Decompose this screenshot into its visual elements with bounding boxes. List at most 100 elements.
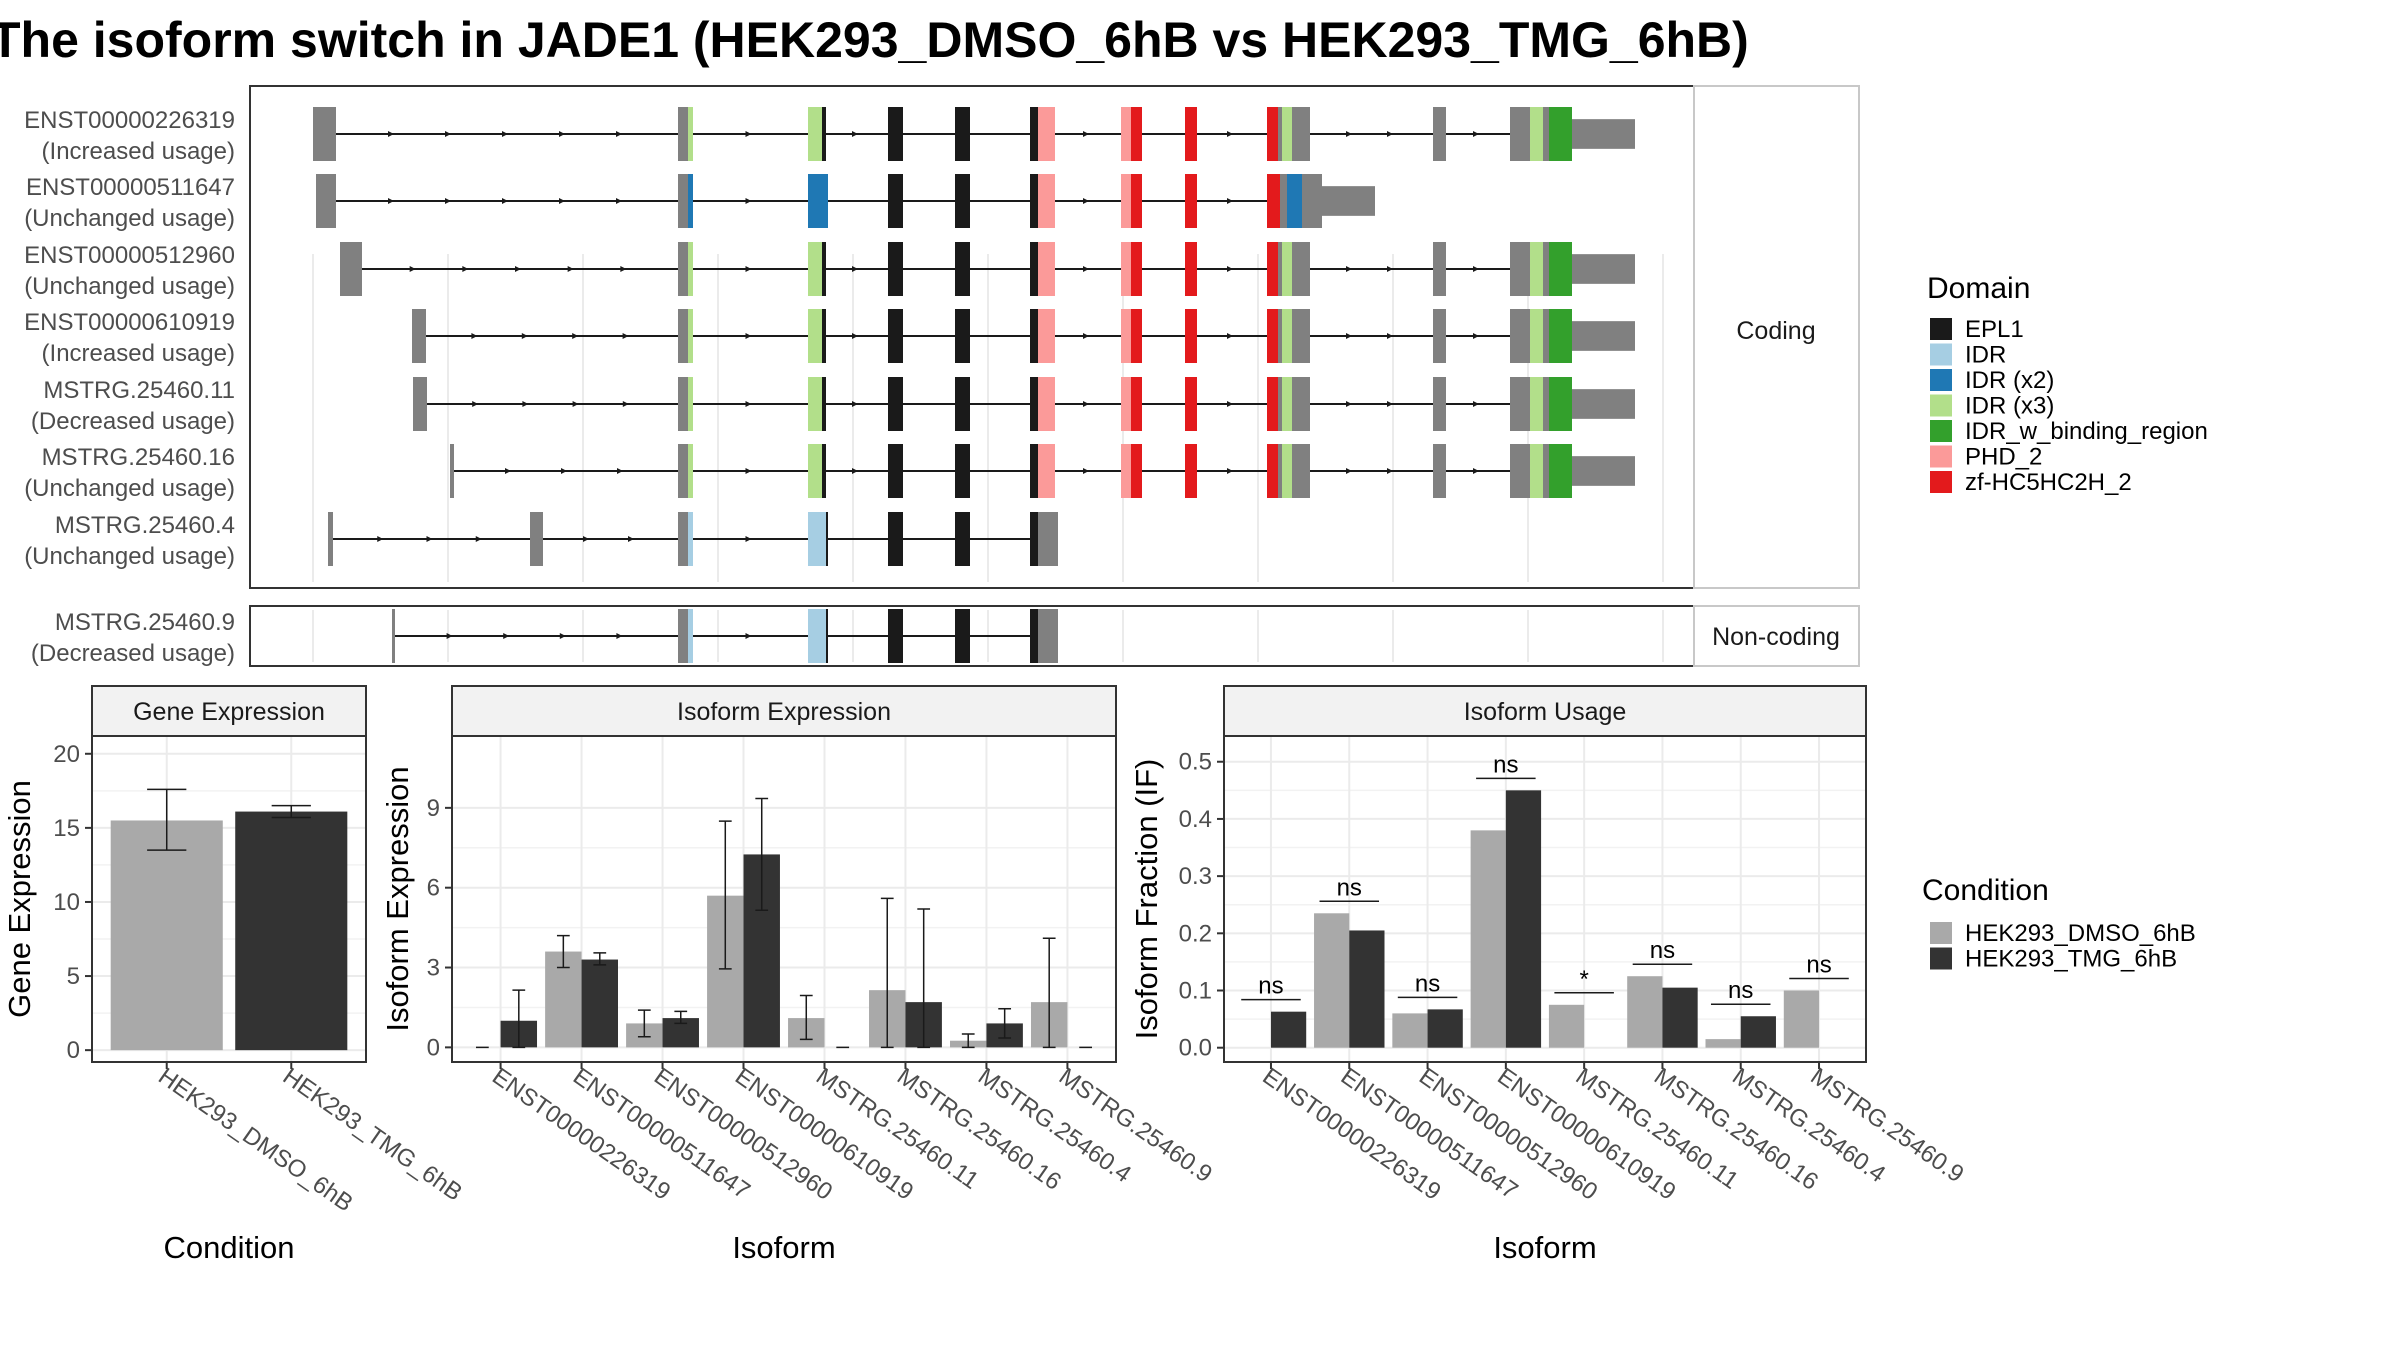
intron-arrow: [559, 198, 565, 204]
domain-segment: [888, 242, 903, 296]
intron-arrow: [620, 266, 627, 272]
intron-arrow: [1083, 266, 1089, 272]
figure-title: The isoform switch in JADE1 (HEK293_DMSO…: [0, 12, 1749, 68]
intron-arrow: [1473, 266, 1479, 272]
isoform-usage-chart: Isoform Usage 0.0 0.1 0.2 0.3 0.4 0.5 ns ns ns ns *…: [1129, 685, 1969, 1265]
domain-segment: [1131, 242, 1142, 296]
y-tick-label: 0: [427, 1034, 440, 1061]
error-bar: [799, 994, 813, 1041]
domain-segment: [955, 107, 970, 161]
domain-segment: [888, 444, 903, 498]
intron-arrow: [1346, 401, 1352, 407]
exon: [678, 174, 688, 228]
intron-arrow: [745, 266, 752, 272]
exon: [1433, 309, 1446, 363]
significance-label: ns: [1806, 952, 1831, 979]
exon: [1292, 242, 1310, 296]
significance-label: *: [1579, 966, 1588, 993]
exon: [328, 512, 333, 566]
domain-legend-swatch: [1930, 394, 1952, 417]
isoform-id-label: ENST00000610919: [24, 309, 235, 336]
intron-arrow: [745, 633, 752, 639]
exon: [412, 309, 426, 363]
domain-segment: [1030, 107, 1038, 161]
error-bar: [880, 897, 894, 1049]
intron-arrow: [1346, 266, 1352, 272]
error-bar: [593, 952, 607, 966]
chart-title: Gene Expression: [133, 698, 325, 726]
exon: [1038, 609, 1058, 663]
significance-label: ns: [1650, 937, 1675, 964]
intron-arrow: [446, 633, 453, 639]
bar: [1548, 1004, 1585, 1048]
domain-legend-label: IDR: [1965, 342, 2006, 369]
domain-segment: [808, 174, 828, 228]
bar: [1314, 913, 1350, 1048]
domain-legend-label: zf-HC5HC2H_2: [1965, 469, 2132, 496]
exon: [392, 609, 395, 663]
y-axis-title: Isoform Fraction (IF): [1129, 759, 1164, 1040]
bar: [581, 959, 618, 1048]
error-bar: [755, 797, 769, 912]
coding-strip: [1693, 85, 1860, 589]
significance-label: ns: [1258, 973, 1283, 1000]
isoform-track: [316, 174, 1375, 228]
plot-border: [451, 735, 1117, 1063]
domain-segment: [1282, 107, 1292, 161]
isoform-track: [392, 609, 1058, 663]
domain-segment: [1267, 309, 1278, 363]
exon: [1292, 309, 1310, 363]
intron-arrow: [445, 131, 451, 137]
exon: [678, 444, 688, 498]
domain-segment: [822, 309, 826, 363]
isoform-track: [413, 377, 1635, 431]
utr-segment: [1572, 389, 1635, 419]
intron-arrow: [462, 266, 469, 272]
domain-segment: [826, 609, 828, 663]
intron-arrow: [1227, 333, 1233, 339]
domain-segment: [955, 377, 970, 431]
domain-segment: [822, 377, 826, 431]
domain-segment: [1121, 107, 1131, 161]
x-axis-title: Isoform: [732, 1230, 835, 1265]
domain-segment: [688, 512, 693, 566]
y-axis-title: Gene Expression: [2, 780, 37, 1018]
domain-segment: [822, 107, 826, 161]
intron-arrow: [388, 198, 394, 204]
bar: [1627, 976, 1663, 1048]
exon: [1278, 377, 1282, 431]
domain-segment: [688, 174, 693, 228]
chart-title: Isoform Usage: [1464, 698, 1627, 726]
domain-legend-swatch: [1930, 445, 1952, 468]
x-axis-title: Condition: [164, 1230, 295, 1265]
utr-segment: [1322, 186, 1375, 216]
domain-segment: [808, 512, 826, 566]
domain-segment: [1131, 174, 1142, 228]
domain-segment: [1282, 242, 1292, 296]
domain-segment: [1530, 377, 1543, 431]
exon: [1302, 174, 1322, 228]
domain-legend-swatch: [1930, 318, 1952, 340]
domain-segment: [1549, 309, 1555, 363]
utr-segment: [1572, 456, 1635, 486]
intron-arrow: [471, 333, 478, 339]
bar: [1349, 930, 1385, 1048]
domain-segment: [888, 309, 903, 363]
y-tick-label: 6: [427, 875, 440, 902]
domain-legend-swatch: [1930, 369, 1952, 391]
intron-arrow: [1227, 131, 1233, 137]
exon: [678, 609, 688, 663]
intron-arrow: [1227, 401, 1233, 407]
domain-segment: [688, 309, 693, 363]
domain-legend-label: EPL1: [1965, 316, 2024, 343]
exon: [450, 444, 454, 498]
domain-segment: [808, 107, 822, 161]
exon: [1543, 309, 1549, 363]
plot-border: [1223, 735, 1867, 1063]
domain-segment: [1549, 107, 1555, 161]
y-tick-label: 9: [427, 795, 440, 822]
domain-segment: [955, 512, 970, 566]
error-bar: [961, 1033, 975, 1049]
intron-arrow: [1083, 198, 1089, 204]
bar: [235, 811, 348, 1051]
